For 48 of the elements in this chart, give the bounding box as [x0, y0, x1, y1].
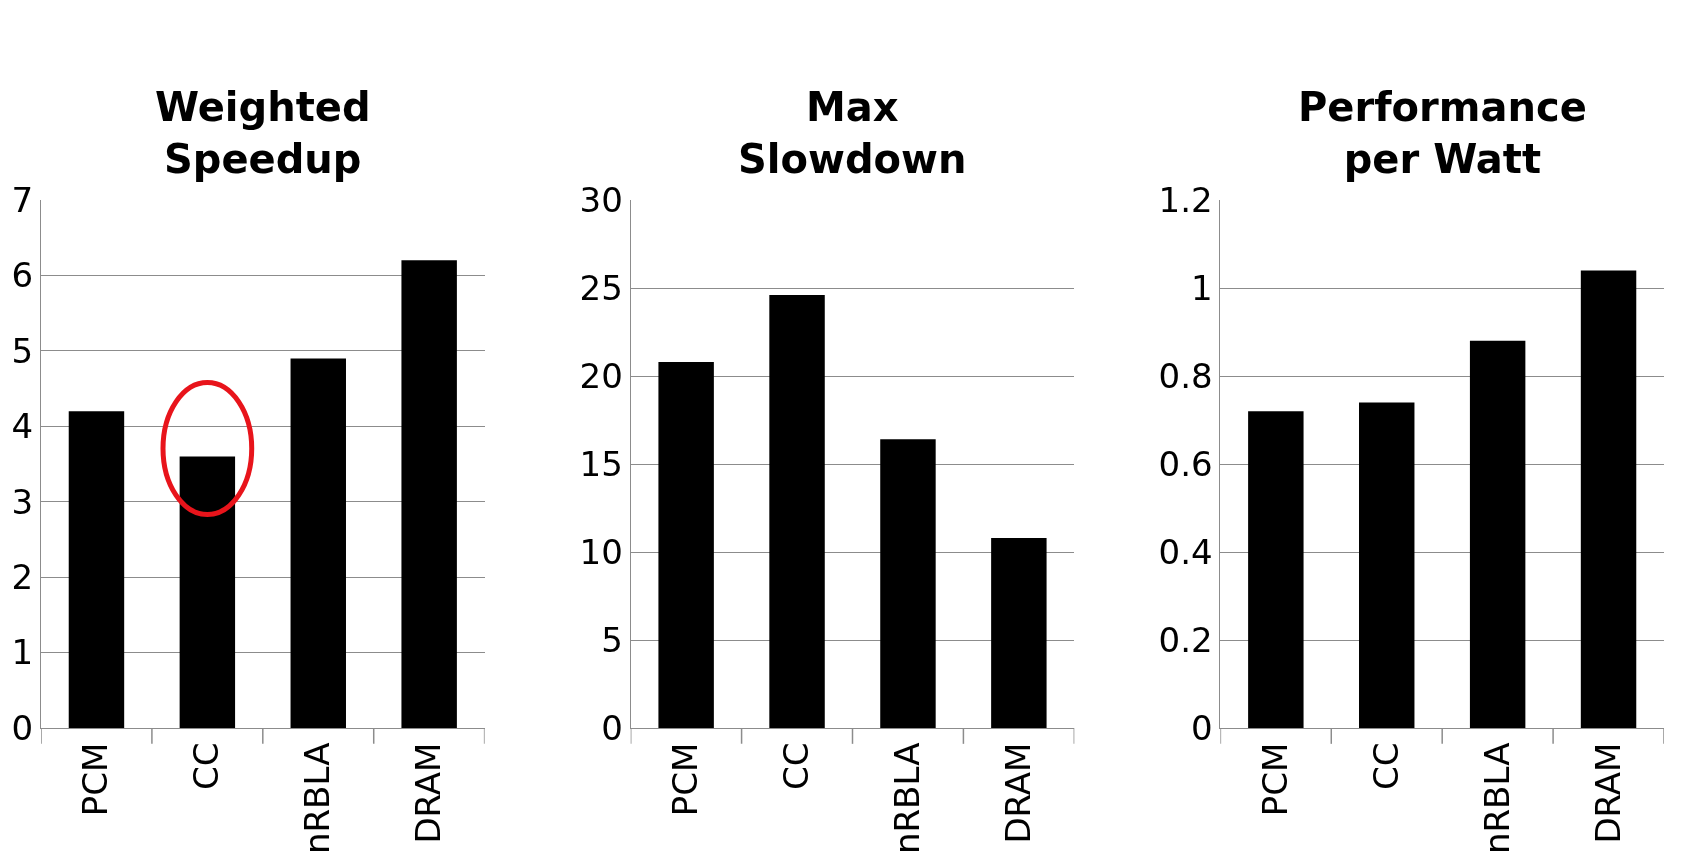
y-tick-label: 6 — [11, 255, 34, 296]
y-tick-label: 25 — [579, 267, 623, 308]
y-tick-label: 0.8 — [1158, 355, 1213, 396]
y-tick-label: 30 — [579, 179, 623, 220]
y-tick-label: 1 — [11, 632, 34, 673]
x-tick-label: nRBLA — [1476, 742, 1517, 855]
x-tick-label: PCM — [75, 742, 116, 817]
y-tick-label: 20 — [579, 355, 623, 396]
x-tick-label: DRAM — [997, 742, 1038, 844]
y-tick-label: 0 — [1190, 707, 1213, 748]
bar — [401, 260, 457, 728]
bar — [991, 537, 1047, 728]
y-tick-label: 0.6 — [1158, 443, 1213, 484]
bar — [880, 439, 936, 728]
x-tick-label: PCM — [1254, 742, 1295, 817]
x-tick-label: DRAM — [408, 742, 449, 844]
chart-title: Performance per Watt — [1298, 84, 1587, 182]
y-tick-label: 4 — [11, 406, 34, 447]
x-tick-label: CC — [1365, 742, 1406, 791]
x-tick-label: PCM — [665, 742, 706, 817]
y-tick-label: 15 — [579, 443, 623, 484]
y-tick-label: 10 — [579, 531, 623, 572]
y-tick-label: 5 — [11, 330, 34, 371]
x-tick-label: CC — [776, 742, 817, 791]
chart-title: Weighted Speedup — [155, 84, 371, 182]
bar — [290, 358, 346, 728]
y-tick-label: 1 — [1190, 267, 1213, 308]
y-tick-label: 7 — [11, 179, 34, 220]
bar — [1359, 402, 1415, 728]
x-tick-label: DRAM — [1587, 742, 1628, 844]
y-tick-label: 5 — [601, 619, 623, 660]
bar — [1469, 340, 1526, 728]
chart-title: Max Slowdown — [738, 84, 967, 182]
y-tick-label: 0 — [601, 707, 623, 748]
y-tick-label: 0.4 — [1158, 531, 1213, 572]
y-tick-label: 0 — [11, 707, 34, 748]
bar — [769, 295, 825, 728]
bar — [658, 361, 714, 728]
y-tick-label: 0.2 — [1158, 619, 1213, 660]
y-tick-label: 3 — [11, 481, 34, 522]
bar — [1580, 270, 1637, 728]
x-tick-label: nRBLA — [297, 742, 338, 855]
bar — [1248, 411, 1304, 728]
bar — [68, 411, 125, 728]
x-tick-label: nRBLA — [887, 742, 927, 855]
y-tick-label: 2 — [11, 557, 34, 598]
x-tick-label: CC — [186, 742, 227, 791]
y-tick-label: 1.2 — [1158, 179, 1213, 220]
